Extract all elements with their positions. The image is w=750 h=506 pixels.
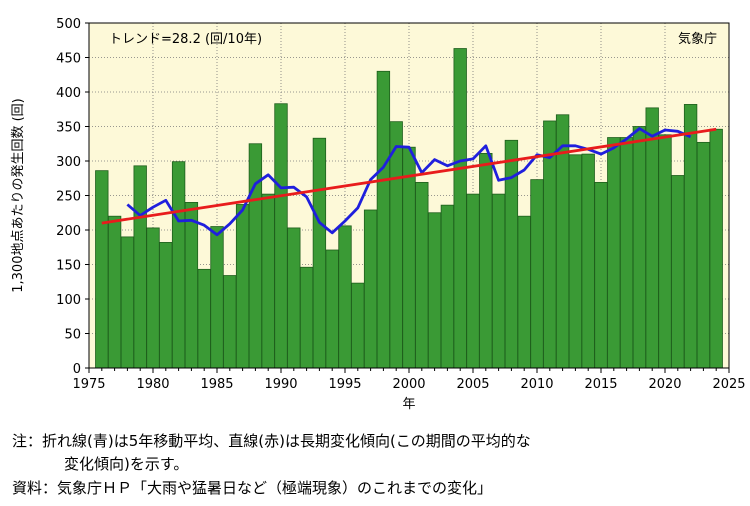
bar-2014 xyxy=(581,153,595,369)
bar-2000 xyxy=(402,146,416,369)
bar-1992 xyxy=(299,266,314,369)
bar-1993 xyxy=(312,137,327,369)
x-tick-label: 2015 xyxy=(584,377,617,392)
trend-line xyxy=(101,127,717,225)
bar-2015 xyxy=(594,181,608,369)
bar-2007 xyxy=(491,193,506,369)
bar-2024 xyxy=(709,128,723,369)
bar-2018 xyxy=(632,126,647,369)
bar-1978 xyxy=(120,236,135,369)
bar-2010 xyxy=(530,179,544,369)
y-tick-label: 150 xyxy=(56,259,81,274)
bar-1999 xyxy=(389,121,403,369)
bar-1996 xyxy=(351,282,365,369)
trend-annotation: トレンド=28.2 (回/10年) xyxy=(109,32,262,47)
moving-average-line xyxy=(126,127,692,237)
source-note: 資料：気象庁ＨＰ「大雨や猛暑日など（極端現象）のこれまでの変化」 xyxy=(12,479,493,497)
bar-1994 xyxy=(325,249,339,369)
x-tick-label: 1990 xyxy=(264,377,297,392)
bar-2003 xyxy=(440,204,455,369)
bar-2023 xyxy=(696,141,711,369)
x-tick-label: 2025 xyxy=(712,377,745,392)
bar-1977 xyxy=(107,215,122,369)
bar-2013 xyxy=(568,154,583,369)
bar-1998 xyxy=(376,70,391,369)
y-tick-label: 450 xyxy=(56,52,81,67)
bar-2002 xyxy=(427,212,442,369)
bar-2006 xyxy=(479,153,493,369)
bar-1991 xyxy=(287,227,301,369)
y-tick-label: 0 xyxy=(73,362,81,377)
y-tick-label: 350 xyxy=(56,121,81,136)
bar-1997 xyxy=(363,209,378,369)
x-axis-label: 年 xyxy=(402,397,415,412)
bar-1985 xyxy=(210,226,224,369)
note-line-1: 注：折れ線(青)は5年移動平均、直線(赤)は長期変化傾向(この期間の平均的な xyxy=(12,432,531,450)
note-line-2: 変化傾向)を示す。 xyxy=(64,455,189,473)
x-tick-label: 1985 xyxy=(200,377,233,392)
bar-1979 xyxy=(133,165,147,369)
x-tick-label: 2020 xyxy=(648,377,681,392)
source-mark: 気象庁 xyxy=(678,31,717,47)
y-tick-label: 100 xyxy=(56,293,81,308)
x-tick-label: 2010 xyxy=(520,377,553,392)
bar-2009 xyxy=(517,215,531,369)
bar-2017 xyxy=(619,137,634,369)
y-tick-label: 300 xyxy=(56,155,81,170)
bar-1976 xyxy=(95,170,109,369)
bar-1988 xyxy=(248,143,263,369)
y-tick-label: 500 xyxy=(56,17,81,32)
bar-1995 xyxy=(338,225,352,369)
bar-1982 xyxy=(171,161,186,369)
bar-2021 xyxy=(671,175,685,369)
bar-2005 xyxy=(466,193,480,369)
bar-2016 xyxy=(607,137,621,369)
y-tick-label: 200 xyxy=(56,224,81,239)
bar-2020 xyxy=(658,134,672,369)
bar-1983 xyxy=(184,201,199,369)
bar-1980 xyxy=(146,227,160,369)
y-axis-label: 1,300地点あたりの発生回数 (回) xyxy=(11,98,26,293)
bar-1984 xyxy=(197,268,211,369)
bar-2001 xyxy=(415,181,429,369)
x-tick-label: 1995 xyxy=(328,377,361,392)
y-tick-label: 400 xyxy=(56,86,81,101)
x-tick-label: 2005 xyxy=(456,377,489,392)
bar-1981 xyxy=(159,242,173,369)
y-tick-label: 50 xyxy=(64,328,81,343)
bar-2004 xyxy=(453,48,467,369)
bar-2022 xyxy=(683,104,698,369)
x-tick-label: 1975 xyxy=(72,377,105,392)
y-tick-label: 250 xyxy=(56,190,81,205)
bar-1986 xyxy=(223,275,237,369)
bar-1990 xyxy=(274,103,288,369)
annual-heavy-rain-chart: 0 50 100 150 200 250 300 350 400 450 500 1975 1980 19… xyxy=(11,17,746,412)
bar-1987 xyxy=(235,204,250,369)
bar-1989 xyxy=(261,193,275,369)
bar-2019 xyxy=(645,107,659,369)
x-tick-label: 1980 xyxy=(136,377,169,392)
x-tick-label: 2000 xyxy=(392,377,425,392)
